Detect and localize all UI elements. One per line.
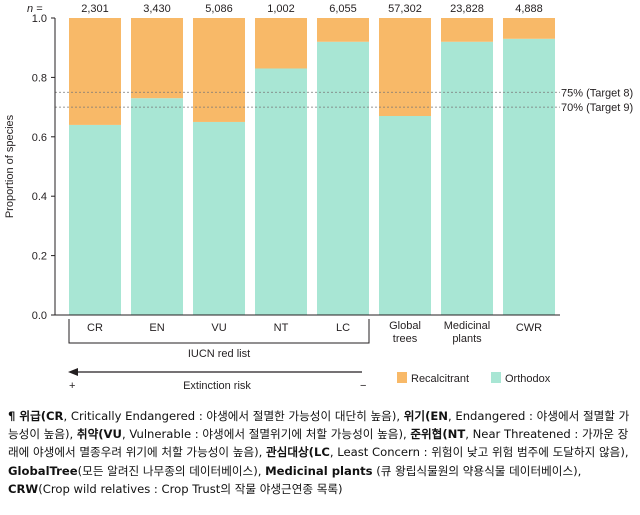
bar-orthodox-6 bbox=[441, 41, 493, 315]
bar-orthodox-2 bbox=[193, 121, 245, 315]
caption-text-0: , Critically Endangered : 야생에서 절멸한 가능성이 … bbox=[63, 409, 404, 423]
n-count-7: 4,888 bbox=[515, 3, 543, 15]
extinction-arrow-head bbox=[68, 368, 78, 376]
caption-term-3: 준위협(NT bbox=[410, 427, 466, 442]
bar-recalcitrant-6 bbox=[441, 18, 493, 42]
bar-orthodox-0 bbox=[69, 124, 121, 315]
x-category-label-6-0: Medicinal bbox=[444, 320, 490, 332]
bar-recalcitrant-3 bbox=[255, 18, 307, 69]
caption-term-2: 취약(VU bbox=[76, 427, 122, 442]
x-category-label-0: CR bbox=[87, 322, 103, 334]
x-category-label-5-0: Global bbox=[389, 320, 421, 332]
caption-text-4: , Least Concern : 위험이 낮고 위험 범주에 도달하지 않음)… bbox=[329, 445, 629, 460]
n-count-3: 1,002 bbox=[267, 3, 295, 15]
y-tick-label-1: 0.2 bbox=[32, 251, 47, 263]
n-prefix: n = bbox=[27, 3, 43, 15]
bar-recalcitrant-5 bbox=[379, 18, 431, 117]
legend-swatch-recalcitrant bbox=[397, 372, 407, 383]
n-count-6: 23,828 bbox=[450, 3, 484, 15]
bar-orthodox-7 bbox=[503, 38, 555, 315]
caption-text-3: , Near Threatened : 가까운 장래에 야생에서 멸종우려 위기… bbox=[8, 427, 629, 460]
stacked-bar-chart: 75% (Target 8) 70% (Target 9) 0.0 0.2 0.4 0.6… bbox=[4, 3, 633, 392]
caption-term-7: CRW bbox=[8, 481, 39, 496]
caption-text-7: (Crop wild relatives : Crop Trust의 작물 야생… bbox=[38, 481, 343, 496]
bar-recalcitrant-4 bbox=[317, 18, 369, 42]
n-count-1: 3,430 bbox=[143, 3, 171, 15]
y-tick-label-4: 0.8 bbox=[32, 72, 47, 84]
y-axis-label: Proportion of species bbox=[4, 114, 16, 218]
n-count-4: 6,055 bbox=[329, 3, 357, 15]
extinction-risk-label: Extinction risk bbox=[183, 380, 251, 392]
n-count-2: 5,086 bbox=[205, 3, 233, 15]
bar-orthodox-5 bbox=[379, 116, 431, 315]
caption-text-6: (큐 왕립식물원의 약용식물 데이터베이스), bbox=[372, 463, 582, 478]
extinction-minus-label: − bbox=[360, 380, 366, 392]
bar-orthodox-4 bbox=[317, 41, 369, 315]
bar-recalcitrant-2 bbox=[193, 18, 245, 122]
x-category-label-4: LC bbox=[336, 322, 350, 334]
caption-term-0: ¶ 위급(CR bbox=[8, 409, 64, 423]
y-tick-label-0: 0.0 bbox=[32, 310, 47, 322]
iucn-group-label: IUCN red list bbox=[188, 348, 250, 360]
extinction-plus-label: + bbox=[69, 380, 75, 392]
x-category-label-7: CWR bbox=[516, 322, 542, 334]
n-count-0: 2,301 bbox=[81, 3, 109, 15]
x-category-label-3: NT bbox=[274, 322, 289, 334]
x-category-label-1: EN bbox=[149, 322, 164, 334]
bar-recalcitrant-0 bbox=[69, 18, 121, 125]
caption-text-1: , Endangered : 야생에서 절멸할 가능성이 높음), bbox=[8, 409, 630, 442]
legend-label-recalcitrant: Recalcitrant bbox=[411, 373, 469, 385]
y-tick-label-2: 0.4 bbox=[32, 191, 47, 203]
x-category-label-2: VU bbox=[211, 322, 226, 334]
caption-term-4: 관심대상(LC bbox=[266, 445, 330, 460]
x-category-label-6-1: plants bbox=[452, 333, 482, 345]
bar-recalcitrant-1 bbox=[131, 18, 183, 99]
n-count-5: 57,302 bbox=[388, 3, 422, 15]
caption-text-5: (모든 알려진 나무종의 데이터베이스), bbox=[77, 463, 266, 478]
legend-swatch-orthodox bbox=[491, 372, 501, 383]
legend-label-orthodox: Orthodox bbox=[505, 373, 551, 385]
caption-term-1: 위기(EN bbox=[403, 409, 448, 423]
bar-recalcitrant-7 bbox=[503, 18, 555, 39]
caption-term-6: Medicinal plants bbox=[265, 463, 373, 478]
y-tick-label-5: 1.0 bbox=[32, 13, 47, 25]
bar-orthodox-1 bbox=[131, 98, 183, 315]
y-tick-label-3: 0.6 bbox=[32, 132, 47, 144]
iucn-bracket bbox=[68, 319, 370, 344]
caption-term-5: GlobalTree bbox=[8, 463, 78, 478]
figure-caption: ¶ 위급(CR, Critically Endangered : 야생에서 절멸… bbox=[8, 407, 632, 498]
reference-line-label-0: 75% (Target 8) bbox=[561, 87, 633, 99]
x-category-label-5-1: trees bbox=[393, 333, 418, 345]
bar-orthodox-3 bbox=[255, 68, 307, 316]
reference-line-label-1: 70% (Target 9) bbox=[561, 102, 633, 114]
caption-text-2: , Vulnerable : 야생에서 절멸위기에 처할 가능성이 높음), bbox=[121, 427, 411, 442]
